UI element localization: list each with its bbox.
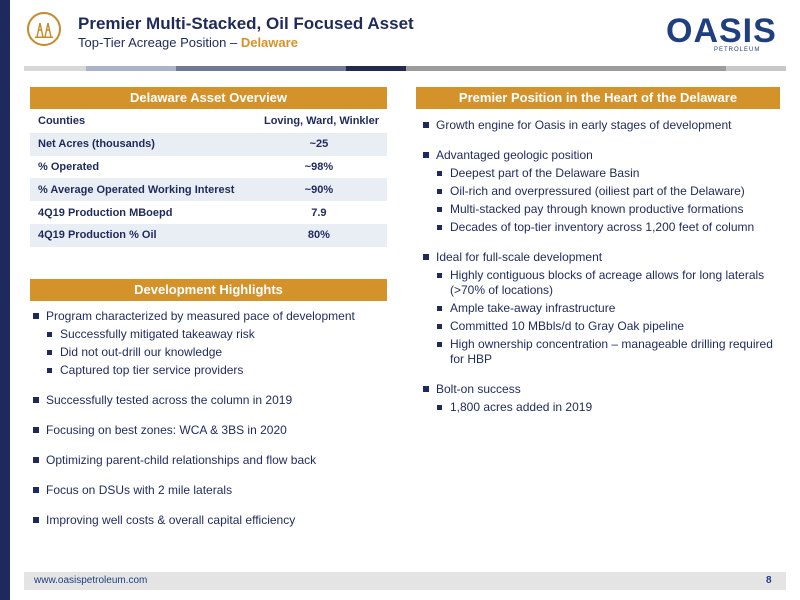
page-number: 8 xyxy=(766,575,772,586)
table-row: 4Q19 Production MBoepd 7.9 xyxy=(30,201,387,224)
bullet-item: Bolt-on success xyxy=(422,381,778,397)
bullet-item: Improving well costs & overall capital e… xyxy=(32,512,392,528)
row-label: 4Q19 Production % Oil xyxy=(30,223,251,247)
bullet-item: Ideal for full-scale development xyxy=(422,249,778,265)
page-title: Premier Multi-Stacked, Oil Focused Asset xyxy=(78,14,414,33)
sub-bullet-item: Committed 10 MBbls/d to Gray Oak pipelin… xyxy=(422,319,778,334)
bullet-item: Advantaged geologic position xyxy=(422,147,778,163)
sub-bullet-item: Ample take-away infrastructure xyxy=(422,301,778,316)
oil-derrick-logo-icon xyxy=(27,12,61,46)
row-label: Net Acres (thousands) xyxy=(30,132,251,156)
sub-bullet-item: Captured top tier service providers xyxy=(32,363,392,378)
oasis-petroleum-logo: OASIS PETROLEUM xyxy=(666,14,776,56)
development-header: Development Highlights xyxy=(30,279,387,301)
bullet-item: Focusing on best zones: WCA & 3BS in 202… xyxy=(32,422,392,438)
table-row: % Average Operated Working Interest ~90% xyxy=(30,178,387,202)
bullet-item: Focus on DSUs with 2 mile laterals xyxy=(32,482,392,498)
footer-bar xyxy=(24,572,786,590)
brand-sub: PETROLEUM xyxy=(714,47,761,53)
sub-bullet-item: Oil-rich and overpressured (oiliest part… xyxy=(422,184,778,199)
overview-table: Counties Loving, Ward, Winkler Net Acres (… xyxy=(30,110,387,247)
sub-bullet-item: 1,800 acres added in 2019 xyxy=(422,400,778,415)
row-value: ~98% xyxy=(304,160,334,173)
subtitle-accent: Delaware xyxy=(240,35,298,50)
row-value: Loving, Ward, Winkler xyxy=(263,115,379,128)
sub-bullet-item: Deepest part of the Delaware Basin xyxy=(422,166,778,181)
sub-bullet-item: Decades of top-tier inventory across 1,2… xyxy=(422,220,778,235)
table-row: Counties Loving, Ward, Winkler xyxy=(30,110,387,133)
development-list: Program characterized by measured pace o… xyxy=(32,308,392,528)
row-label: Counties xyxy=(38,115,86,128)
sub-bullet-item: Multi-stacked pay through known producti… xyxy=(422,202,778,217)
sub-bullet-item: High ownership concentration – manageabl… xyxy=(422,337,778,367)
subtitle-prefix: Top-Tier Acreage Position – xyxy=(78,35,241,50)
left-accent-bar xyxy=(0,0,10,600)
row-value: ~25 xyxy=(250,132,387,156)
row-label: % Operated xyxy=(38,160,100,173)
page-subtitle: Top-Tier Acreage Position – Delaware xyxy=(78,35,298,50)
bullet-item: Program characterized by measured pace o… xyxy=(32,308,392,324)
sub-bullet-item: Highly contiguous blocks of acreage allo… xyxy=(422,268,778,298)
premier-list: Growth engine for Oasis in early stages … xyxy=(422,117,778,415)
footer-url[interactable]: www.oasispetroleum.com xyxy=(34,575,148,586)
row-label: 4Q19 Production MBoepd xyxy=(38,206,173,219)
table-row: Net Acres (thousands) ~25 xyxy=(30,132,387,156)
bullet-item: Successfully tested across the column in… xyxy=(32,392,392,408)
table-row: % Operated ~98% xyxy=(30,156,387,179)
bullet-item: Growth engine for Oasis in early stages … xyxy=(422,117,778,133)
row-value: 80% xyxy=(250,223,387,247)
brand-name: OASIS xyxy=(666,12,777,50)
row-label: % Average Operated Working Interest xyxy=(30,178,251,202)
overview-header: Delaware Asset Overview xyxy=(30,87,387,109)
sub-bullet-item: Did not out-drill our knowledge xyxy=(32,345,392,360)
table-row: 4Q19 Production % Oil 80% xyxy=(30,223,387,247)
premier-header: Premier Position in the Heart of the Del… xyxy=(416,87,780,109)
row-value: ~90% xyxy=(250,178,387,202)
row-value: 7.9 xyxy=(311,206,327,219)
bullet-item: Optimizing parent-child relationships an… xyxy=(32,452,392,468)
sub-bullet-item: Successfully mitigated takeaway risk xyxy=(32,327,392,342)
